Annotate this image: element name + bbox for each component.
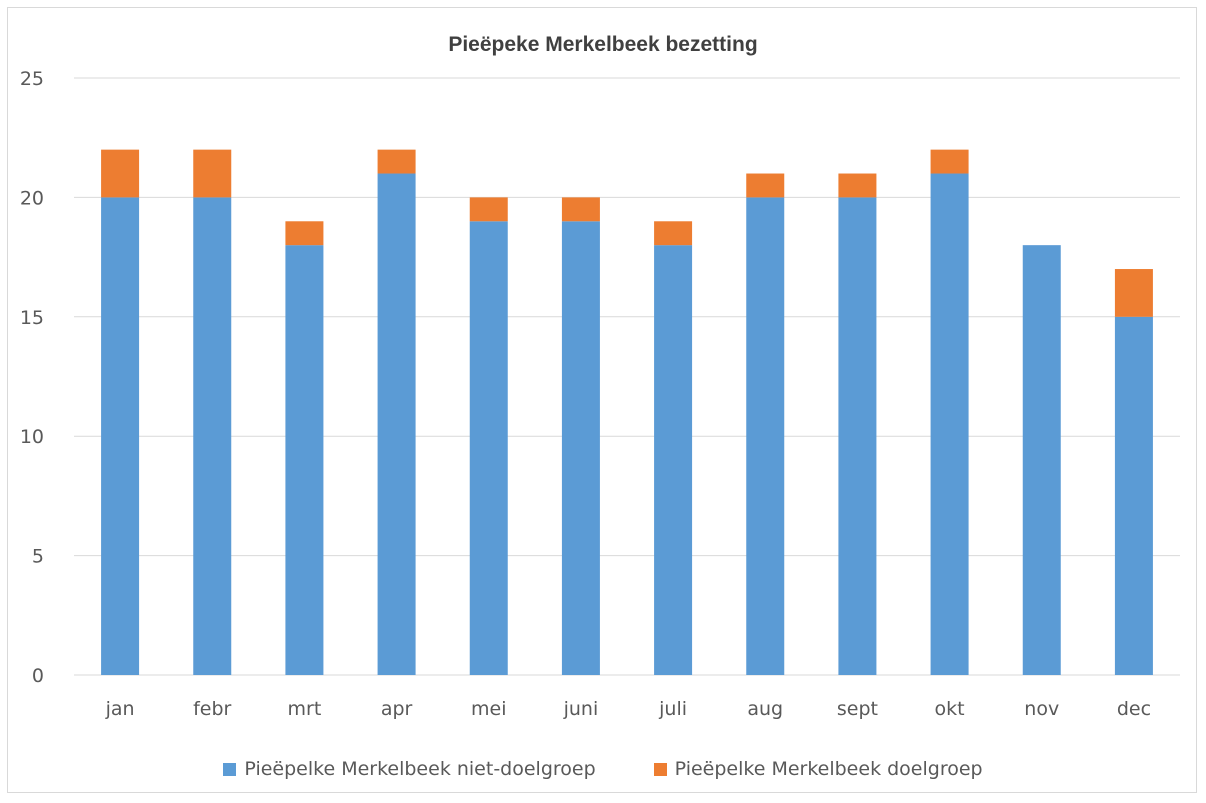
bar-niet-doelgroep xyxy=(1022,245,1061,675)
y-tick-label: 20 xyxy=(20,187,44,209)
x-tick-label: nov xyxy=(1024,698,1059,720)
legend-item-series-1: Pieëpelke Merkelbeek niet-doelgroep xyxy=(223,758,596,780)
bar-niet-doelgroep xyxy=(930,173,969,675)
bar-doelgroep xyxy=(1114,269,1153,317)
x-tick-label: okt xyxy=(935,698,965,720)
x-tick-label: febr xyxy=(193,698,231,720)
x-tick-label: juni xyxy=(563,698,599,720)
bar-niet-doelgroep xyxy=(469,221,508,675)
bar-niet-doelgroep xyxy=(193,197,232,675)
bar-doelgroep xyxy=(469,197,508,222)
bar-niet-doelgroep xyxy=(1114,316,1153,675)
x-tick-label: dec xyxy=(1117,698,1151,720)
x-tick-label: apr xyxy=(381,698,413,720)
x-tick-label: mei xyxy=(471,698,506,720)
bar-doelgroep xyxy=(101,149,140,198)
y-tick-label: 5 xyxy=(32,546,44,568)
legend-label-series-1: Pieëpelke Merkelbeek niet-doelgroep xyxy=(244,758,596,780)
legend: Pieëpelke Merkelbeek niet-doelgroep Pieë… xyxy=(0,758,1206,780)
legend-item-series-2: Pieëpelke Merkelbeek doelgroep xyxy=(653,758,983,780)
bar-niet-doelgroep xyxy=(377,173,416,675)
bar-doelgroep xyxy=(654,221,693,246)
y-tick-label: 15 xyxy=(20,307,44,329)
bar-niet-doelgroep xyxy=(561,221,600,675)
x-tick-label: sept xyxy=(837,698,878,720)
bar-niet-doelgroep xyxy=(654,245,693,675)
y-tick-label: 25 xyxy=(20,68,44,90)
legend-label-series-2: Pieëpelke Merkelbeek doelgroep xyxy=(674,758,983,780)
bar-niet-doelgroep xyxy=(838,197,877,675)
bar-doelgroep xyxy=(561,197,600,222)
legend-swatch-series-2 xyxy=(653,762,667,776)
bar-niet-doelgroep xyxy=(101,197,140,675)
x-tick-label: jan xyxy=(105,698,135,720)
chart-title: Pieëpeke Merkelbeek bezetting xyxy=(448,33,758,56)
bar-doelgroep xyxy=(746,173,785,198)
bar-niet-doelgroep xyxy=(285,245,324,675)
bar-doelgroep xyxy=(377,149,416,174)
x-tick-label: juli xyxy=(658,698,687,720)
y-tick-label: 0 xyxy=(32,665,44,687)
y-tick-label: 10 xyxy=(20,426,44,448)
bar-doelgroep xyxy=(193,149,232,198)
x-tick-label: aug xyxy=(747,698,783,720)
bar-doelgroep xyxy=(838,173,877,198)
x-tick-label: mrt xyxy=(288,698,322,720)
legend-swatch-series-1 xyxy=(223,762,237,776)
bar-niet-doelgroep xyxy=(746,197,785,675)
bar-doelgroep xyxy=(930,149,969,174)
bar-doelgroep xyxy=(285,221,324,246)
